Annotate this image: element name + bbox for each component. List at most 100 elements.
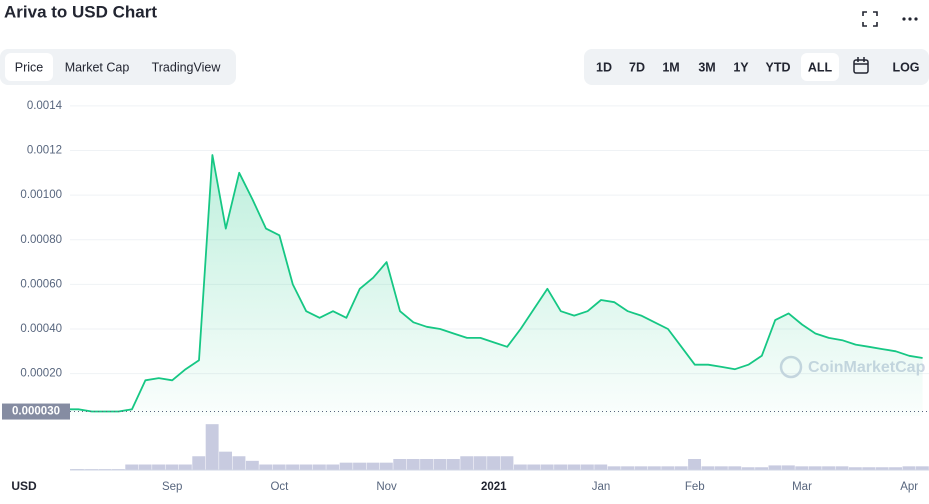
volume-bar — [312, 464, 326, 470]
range-button[interactable]: 1D — [596, 60, 612, 74]
volume-bar — [540, 464, 554, 470]
volume-bar — [755, 467, 768, 470]
volume-bar — [138, 464, 152, 470]
y-tick-label: 0.00020 — [20, 368, 62, 380]
volume-bar — [245, 460, 259, 470]
volume-bar — [339, 462, 353, 470]
price-area — [70, 155, 923, 416]
volume-bar — [862, 467, 876, 470]
volume-bar — [647, 466, 661, 470]
more-icon[interactable] — [902, 17, 918, 21]
volume-bar — [125, 464, 139, 470]
x-tick-label: Oct — [270, 481, 289, 493]
range-button[interactable]: 3M — [698, 60, 715, 74]
calendar-icon[interactable] — [853, 57, 869, 74]
reference-label: 0.000030 — [12, 406, 60, 418]
volume-bar — [286, 464, 299, 470]
volume-bar — [433, 459, 447, 470]
range-selected — [801, 53, 839, 81]
x-tick-label: Mar — [792, 481, 812, 493]
range-button[interactable]: 7D — [629, 60, 645, 74]
volume-bar — [701, 466, 715, 470]
volume-bar — [714, 466, 728, 470]
volume-bar — [580, 464, 594, 470]
volume-bar — [205, 424, 219, 470]
currency-label: USD — [11, 479, 37, 493]
volume-bar — [366, 462, 380, 470]
y-tick-label: 0.00040 — [20, 323, 62, 335]
volume-bar — [594, 464, 608, 470]
volume-bar — [487, 456, 500, 470]
volume-bar — [808, 466, 822, 470]
volume-bar — [299, 464, 313, 470]
volume-bar — [781, 465, 795, 470]
volume-bar — [259, 464, 273, 470]
tab[interactable]: Price — [15, 60, 44, 74]
volume-bar — [527, 464, 541, 470]
x-tick-label: Feb — [685, 481, 705, 493]
volume-bar — [473, 456, 487, 470]
y-tick-label: 0.00100 — [20, 189, 62, 201]
volume-bar — [661, 466, 675, 470]
volume-bar — [902, 466, 916, 470]
volume-bar — [674, 466, 688, 470]
y-tick-label: 0.0014 — [27, 100, 63, 112]
volume-bar — [446, 459, 460, 470]
volume-bar — [567, 464, 581, 470]
tab-selected — [5, 53, 53, 81]
y-tick-label: 0.00060 — [20, 278, 62, 290]
volume-bar — [621, 466, 634, 470]
tab-group — [0, 49, 236, 85]
volume-bar — [835, 466, 849, 470]
price-line — [70, 154, 923, 413]
reference-label-box — [2, 403, 70, 420]
y-tick-label: 0.00080 — [20, 234, 62, 246]
volume-bar — [607, 466, 621, 470]
volume-bar — [178, 464, 192, 470]
volume-bar — [192, 456, 206, 470]
volume-bar — [460, 456, 474, 470]
volume-bar — [353, 462, 366, 470]
volume-bar — [272, 464, 286, 470]
tab[interactable]: TradingView — [152, 60, 222, 74]
range-button[interactable]: YTD — [766, 60, 791, 74]
fullscreen-icon[interactable] — [862, 11, 878, 27]
volume-bar — [165, 464, 179, 470]
volume-bar — [688, 459, 701, 470]
range-button[interactable]: 1Y — [733, 60, 749, 74]
x-tick-label: Jan — [592, 481, 611, 493]
volume-bar — [513, 464, 527, 470]
volume-bar — [420, 459, 433, 470]
volume-bar — [379, 462, 393, 470]
volume-bar — [554, 464, 567, 470]
range-button[interactable]: 1M — [662, 60, 679, 74]
volume-bar — [634, 466, 648, 470]
tab[interactable]: Market Cap — [65, 60, 130, 74]
range-button[interactable]: ALL — [808, 60, 833, 74]
volume-bar — [500, 456, 514, 470]
volume-bar — [795, 466, 809, 470]
volume-bar — [326, 464, 340, 470]
volume-bar — [889, 467, 902, 470]
x-tick-label: Nov — [376, 481, 397, 493]
x-tick-label: 2021 — [481, 481, 507, 493]
volume-bar — [915, 466, 929, 470]
log-button[interactable]: LOG — [892, 60, 919, 74]
volume-bar — [741, 467, 755, 470]
volume-bar — [728, 466, 742, 470]
x-tick-label: Sep — [162, 481, 182, 493]
chart-title: Ariva to USD Chart — [4, 2, 157, 21]
volume-bar — [232, 456, 246, 470]
volume-bar — [822, 466, 835, 470]
volume-bar — [219, 451, 232, 470]
volume-bar — [768, 465, 782, 470]
volume-bar — [875, 467, 889, 470]
volume-bar — [152, 464, 165, 470]
volume-bar — [848, 467, 862, 470]
volume-bar — [406, 459, 420, 470]
y-tick-label: 0.0012 — [27, 145, 62, 157]
range-group — [584, 49, 929, 85]
x-tick-label: Apr — [900, 481, 918, 493]
volume-bar — [393, 459, 407, 470]
